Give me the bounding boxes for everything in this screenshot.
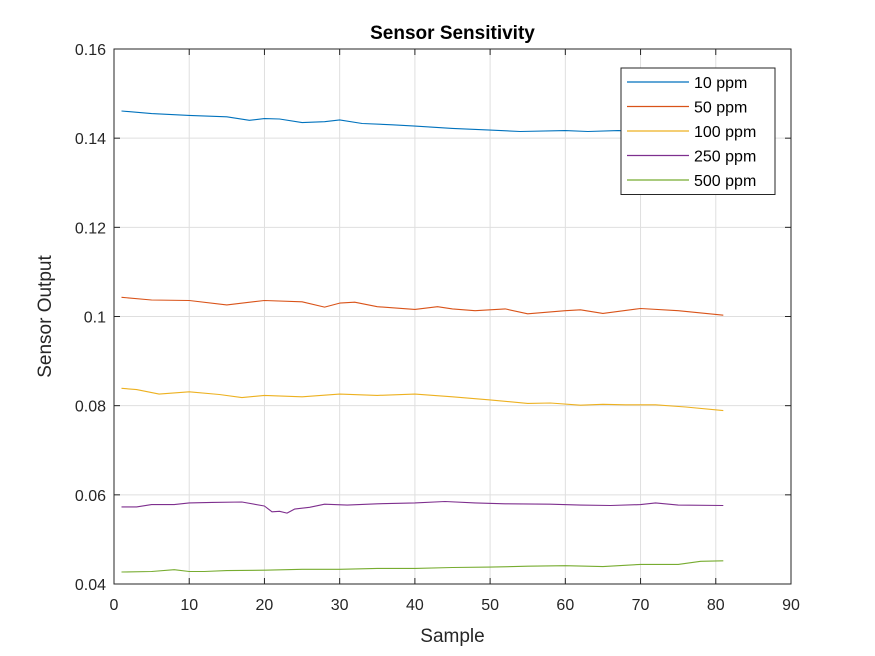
x-tick-label: 80 — [707, 597, 725, 614]
axes: 0 10 20 30 40 50 60 70 80 90 0.04 0.06 0.08 0.1 0.12 0.… — [75, 42, 800, 614]
y-tick-label: 0.16 — [75, 42, 106, 59]
y-tick-label: 0.08 — [75, 399, 106, 416]
y-tick-label: 0.12 — [75, 220, 106, 237]
legend-label: 100 ppm — [694, 124, 756, 141]
legend-label: 250 ppm — [694, 149, 756, 166]
x-tick-label: 30 — [331, 597, 349, 614]
x-axis-label: Sample — [420, 626, 484, 647]
legend-label: 10 ppm — [694, 75, 747, 92]
x-tick-label: 10 — [180, 597, 198, 614]
chart-title: Sensor Sensitivity — [370, 23, 535, 44]
x-tick-label: 60 — [556, 597, 574, 614]
legend: 10 ppm 50 ppm 100 ppm 250 ppm 500 ppm — [620, 67, 776, 195]
y-axis-label: Sensor Output — [35, 255, 56, 378]
x-tick-label: 50 — [481, 597, 499, 614]
x-tick-label: 20 — [256, 597, 274, 614]
y-tick-label: 0.1 — [84, 310, 106, 327]
x-tick-label: 0 — [110, 597, 119, 614]
series-line — [121, 110, 641, 133]
y-tick-label: 0.14 — [75, 131, 106, 148]
series-line — [121, 296, 724, 316]
legend-label: 50 ppm — [694, 100, 747, 117]
x-tick-label: 40 — [406, 597, 424, 614]
x-tick-label: 90 — [782, 597, 800, 614]
series-line — [121, 387, 724, 412]
series-line — [121, 500, 724, 514]
y-tick-label: 0.04 — [75, 577, 106, 594]
x-tick-label: 70 — [632, 597, 650, 614]
y-tick-label: 0.06 — [75, 488, 106, 505]
series-line — [121, 560, 724, 573]
legend-label: 500 ppm — [694, 173, 756, 190]
series-group — [121, 110, 724, 573]
